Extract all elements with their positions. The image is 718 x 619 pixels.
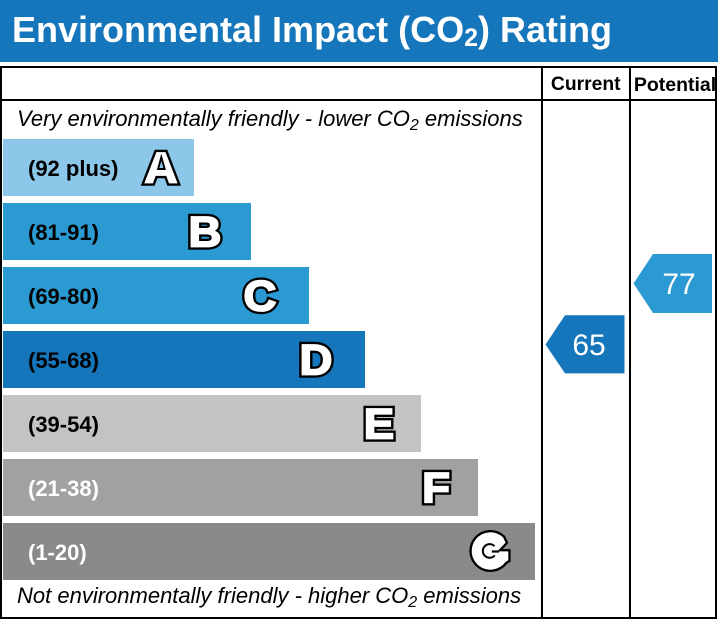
svg-text:77: 77: [662, 268, 695, 301]
svg-text:E: E: [364, 401, 394, 449]
svg-text:C: C: [244, 273, 277, 321]
svg-text:D: D: [300, 337, 333, 385]
svg-text:F: F: [422, 465, 450, 513]
svg-text:F: F: [422, 465, 450, 513]
svg-text:A: A: [145, 145, 178, 193]
svg-text:65: 65: [572, 329, 605, 362]
svg-text:E: E: [364, 401, 394, 449]
svg-text:B: B: [189, 209, 222, 257]
svg-text:B: B: [189, 209, 222, 257]
svg-text:C: C: [244, 273, 277, 321]
svg-text:D: D: [300, 337, 333, 385]
